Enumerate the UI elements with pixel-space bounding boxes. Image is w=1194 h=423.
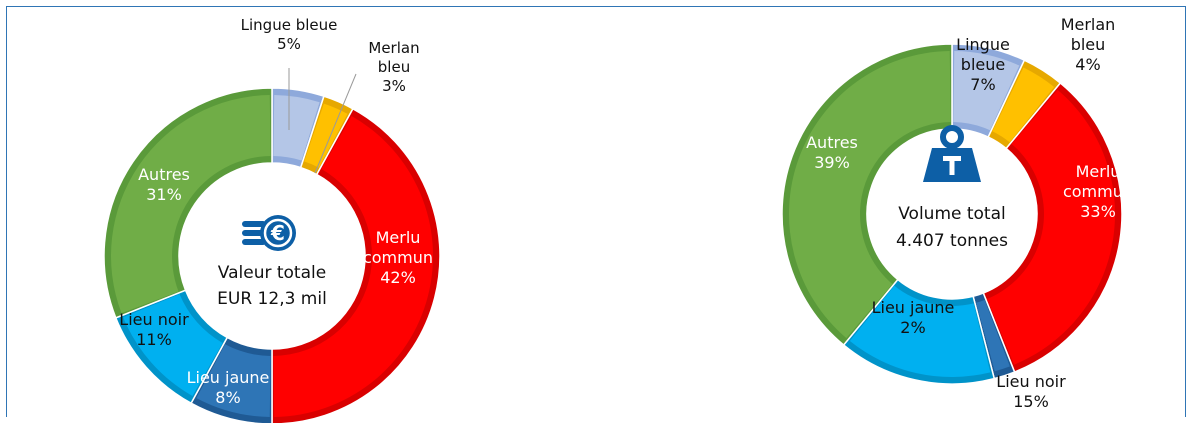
label-merlu-commun: Merlu commun 33%: [1063, 162, 1133, 221]
label-lieu-noir: Lieu noir 11%: [119, 310, 189, 349]
slice-face-merlan-bleu: [992, 67, 1055, 143]
label-merlan-bleu: Merlan bleu 4%: [1061, 15, 1116, 74]
label-autres: Autres 39%: [806, 133, 858, 172]
weight-t-stem: [949, 156, 955, 175]
label-autres: Autres 31%: [138, 165, 190, 204]
slice-face-lingue-bleue: [953, 51, 1020, 131]
label-lieu-jaune: Lieu jaune 2%: [872, 298, 955, 337]
slice-face-merlu-commun: [987, 89, 1115, 365]
slice-face-lingue-bleue: [273, 95, 320, 161]
center-value: EUR 12,3 mil: [217, 289, 327, 309]
slice-face-autres: [789, 51, 951, 339]
donut-chart-1: Lingue bleue 5% Merlan bleu 3% Merlu commun 42%…: [103, 16, 441, 423]
leader-line: [314, 73, 357, 174]
slice-face-lieu-noir: [849, 285, 991, 378]
label-lieu-noir: Lieu noir 15%: [996, 372, 1066, 411]
center-title: Valeur totale: [218, 263, 326, 283]
coin-stack-bar: [242, 221, 266, 227]
donut-hole: [180, 164, 364, 348]
label-lingue-bleue: Lingue bleue 7%: [956, 35, 1010, 94]
slice-face-autres: [110, 95, 271, 314]
label-lingue-bleue: Lingue bleue 5%: [241, 16, 338, 53]
label-merlu-commun: Merlu commun 42%: [363, 228, 433, 287]
label-merlan-bleu: Merlan bleu 3%: [368, 39, 419, 95]
chart-frame: [6, 6, 1186, 417]
slice-face-lieu-noir: [123, 294, 223, 396]
euro-coins-icon: €: [242, 215, 296, 251]
slice-face-merlu-commun: [273, 116, 433, 417]
coin-stack-bar: [242, 230, 266, 236]
donut-hole: [868, 130, 1036, 298]
donut-chart-2: Lingue bleue 7% Merlan bleu 4% Merlu commun 33% L…: [781, 15, 1133, 411]
center-value: 4.407 tonnes: [896, 231, 1008, 251]
coin-stack-bar: [242, 239, 266, 245]
euro-symbol: €: [270, 221, 285, 245]
weight-handle: [940, 125, 964, 149]
euro-coin-ring: [263, 218, 293, 248]
center-title: Volume total: [898, 204, 1006, 224]
slice-face-lieu-jaune: [196, 344, 271, 417]
label-lieu-jaune: Lieu jaune 8%: [187, 368, 270, 407]
weight-icon: [923, 125, 981, 182]
slice-face-lieu-jaune: [976, 300, 1010, 372]
